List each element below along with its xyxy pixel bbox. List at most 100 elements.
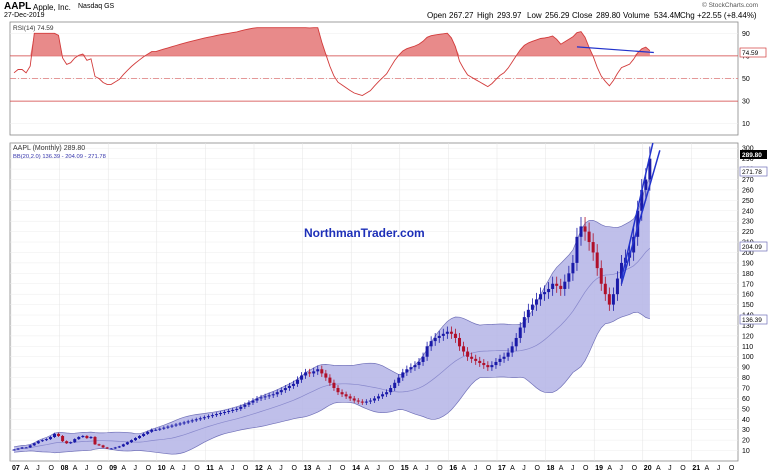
candle-body [429, 341, 433, 347]
candle-body [219, 413, 223, 415]
x-tick-label: O [534, 465, 540, 472]
candle-body [28, 445, 32, 448]
candle-body [328, 377, 332, 383]
bb-label: BB(20,2.0) 136.39 - 204.09 - 271.78 [13, 154, 106, 160]
x-tick-label: O [243, 465, 249, 472]
candle-body [405, 369, 409, 373]
price-tick-label: 290 [742, 156, 754, 163]
candle-body [559, 285, 563, 289]
svg-text:289.80: 289.80 [742, 152, 762, 159]
x-tick-label: J [668, 465, 672, 472]
x-tick-label: J [231, 465, 235, 472]
candle-body [648, 158, 652, 180]
candle-body [539, 294, 542, 300]
candlesticks [12, 146, 652, 451]
candle-body [344, 394, 348, 397]
bollinger-band-fill [14, 177, 650, 455]
candle-body [324, 373, 328, 378]
candle-body [162, 427, 166, 429]
price-tick-label: 70 [742, 386, 750, 393]
candle-body [243, 404, 247, 407]
price-tick-label: 200 [742, 250, 754, 257]
price-label: AAPL (Monthly) 289.80 [13, 145, 85, 152]
candle-body [174, 424, 178, 426]
rsi-panel: RSI(14) 74.59 9070503010 74.59 [9, 21, 767, 136]
candle-body [478, 360, 482, 363]
rsi-line [13, 27, 651, 96]
candle-body [603, 283, 607, 295]
x-tick-label: O [340, 465, 346, 472]
x-tick-label: J [425, 465, 429, 472]
price-tick-label: 20 [742, 438, 750, 445]
x-tick-label: 20 [644, 465, 652, 472]
candle-body [105, 447, 109, 449]
x-tick-label: O [680, 465, 686, 472]
x-tick-label: O [437, 465, 443, 472]
x-tick-label: J [36, 465, 40, 472]
candle-body [202, 417, 206, 419]
price-tick-label: 150 [742, 302, 754, 309]
candle-body [291, 383, 295, 386]
x-axis: 07 A J O 08 A J O 09 A J O 10 A J O 11 A J O 12 A J O 13 A J O 14 A J O… [12, 465, 735, 472]
candle-body [587, 231, 591, 243]
candle-body [267, 395, 271, 397]
candle-body [296, 379, 299, 384]
candle-body [312, 371, 316, 374]
candle-body [385, 392, 389, 395]
candle-body [620, 262, 623, 279]
x-tick-label: A [121, 465, 126, 472]
candle-body [470, 356, 474, 359]
x-tick-label: A [656, 465, 661, 472]
candle-body [482, 362, 486, 366]
price-tick-label: 100 [742, 354, 754, 361]
candle-body [352, 398, 356, 401]
rsi-tick-label: 30 [742, 99, 750, 106]
candle-body [547, 288, 551, 293]
close-value: 289.80 [596, 11, 621, 20]
candle-body [158, 428, 162, 430]
candle-body [644, 179, 648, 190]
x-tick-label: 16 [449, 465, 457, 472]
rsi-tick-label: 90 [742, 31, 750, 38]
x-tick-label: 17 [498, 465, 506, 472]
candle-body [571, 262, 575, 274]
candle-body [61, 435, 65, 442]
candle-body [93, 437, 97, 445]
candle-body [81, 435, 85, 438]
candle-body [150, 429, 154, 432]
price-tick-label: 50 [742, 406, 750, 413]
candle-body [65, 441, 69, 444]
company-name: Apple, Inc. [33, 3, 71, 12]
candle-body [409, 367, 413, 370]
candle-body [227, 410, 231, 412]
candle-body [24, 447, 28, 449]
candle-body [506, 352, 510, 357]
price-tick-label: 260 [742, 187, 754, 194]
x-tick-label: A [705, 465, 710, 472]
candle-body [551, 283, 555, 289]
chart-header: AAPL Apple, Inc. Nasdaq GS 27-Dec-2019 O… [0, 0, 768, 22]
candle-body [235, 408, 239, 410]
candle-body [421, 356, 425, 362]
price-tick-label: 90 [742, 365, 750, 372]
x-tick-label: 11 [206, 465, 214, 472]
candle-body [40, 440, 44, 442]
candle-body [522, 317, 526, 328]
price-tick-label: 30 [742, 427, 750, 434]
x-tick-label: J [717, 465, 721, 472]
x-tick-label: A [413, 465, 418, 472]
candle-body [490, 365, 494, 368]
x-tick-label: 12 [255, 465, 263, 472]
candle-body [449, 331, 453, 334]
x-tick-label: A [170, 465, 175, 472]
candle-body [36, 441, 40, 444]
candle-body [32, 443, 36, 446]
x-tick-label: J [134, 465, 138, 472]
candle-body [125, 442, 129, 445]
x-tick-label: J [620, 465, 624, 472]
candle-body [563, 281, 567, 289]
candle-body [186, 421, 190, 423]
svg-text:136.39: 136.39 [742, 317, 762, 324]
x-tick-label: J [377, 465, 381, 472]
candle-body [44, 439, 48, 441]
